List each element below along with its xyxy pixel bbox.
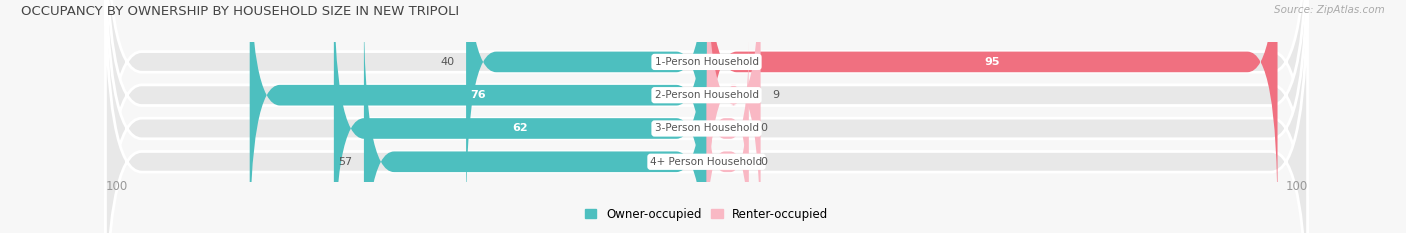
FancyBboxPatch shape — [364, 6, 707, 233]
Text: 3-Person Household: 3-Person Household — [655, 123, 758, 134]
FancyBboxPatch shape — [707, 72, 748, 233]
FancyBboxPatch shape — [707, 0, 1278, 218]
Text: 0: 0 — [761, 157, 768, 167]
Text: 62: 62 — [512, 123, 529, 134]
Text: 100: 100 — [1285, 180, 1308, 193]
Text: 4+ Person Household: 4+ Person Household — [651, 157, 762, 167]
Text: 100: 100 — [105, 180, 128, 193]
Text: Source: ZipAtlas.com: Source: ZipAtlas.com — [1274, 5, 1385, 15]
Text: 1-Person Household: 1-Person Household — [655, 57, 758, 67]
FancyBboxPatch shape — [333, 0, 707, 233]
FancyBboxPatch shape — [467, 0, 707, 218]
FancyBboxPatch shape — [105, 0, 1308, 233]
Legend: Owner-occupied, Renter-occupied: Owner-occupied, Renter-occupied — [585, 208, 828, 221]
Text: 2-Person Household: 2-Person Household — [655, 90, 758, 100]
Text: 57: 57 — [337, 157, 352, 167]
Text: 95: 95 — [984, 57, 1000, 67]
FancyBboxPatch shape — [105, 0, 1308, 233]
Text: 40: 40 — [440, 57, 454, 67]
Text: 9: 9 — [773, 90, 780, 100]
FancyBboxPatch shape — [105, 0, 1308, 233]
Text: OCCUPANCY BY OWNERSHIP BY HOUSEHOLD SIZE IN NEW TRIPOLI: OCCUPANCY BY OWNERSHIP BY HOUSEHOLD SIZE… — [21, 5, 460, 18]
FancyBboxPatch shape — [105, 0, 1308, 233]
Text: 0: 0 — [761, 123, 768, 134]
FancyBboxPatch shape — [707, 39, 748, 218]
FancyBboxPatch shape — [250, 0, 707, 233]
Text: 76: 76 — [470, 90, 486, 100]
FancyBboxPatch shape — [707, 0, 761, 233]
